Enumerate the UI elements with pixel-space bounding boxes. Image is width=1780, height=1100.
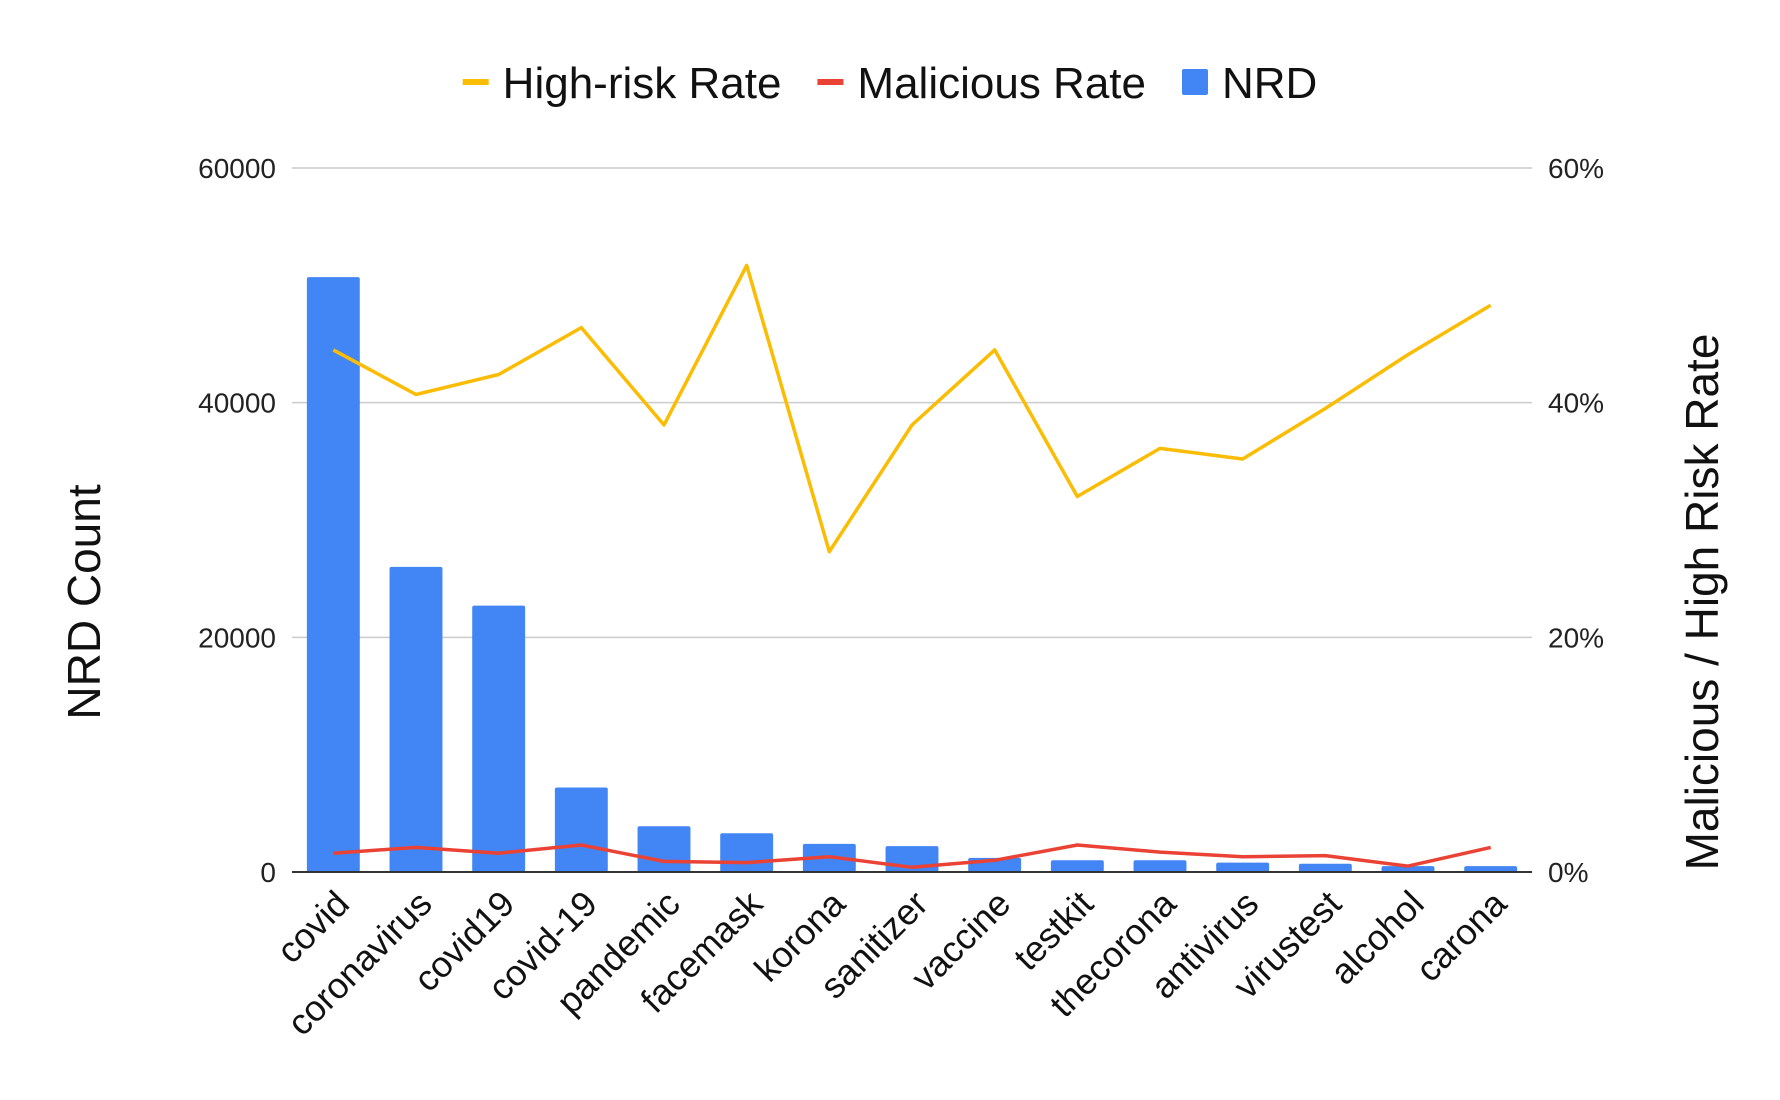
line-high-risk-rate [332,263,1492,554]
right-axis-title: Malicious / High Risk Rate [1676,334,1728,871]
right-axis-tick-label: 60% [1548,153,1604,184]
right-axis-tick-label: 20% [1548,622,1604,653]
bar-alcohol [1381,866,1435,872]
bar-antivirus [1216,862,1270,872]
right-axis-tick-label: 0% [1548,857,1588,888]
legend-label: High-risk Rate [503,59,782,108]
legend-item-malicious-rate: Malicious Rate [817,59,1146,108]
bar-facemask [720,833,774,872]
bar-coronavirus [389,566,443,872]
x-axis-category-label: alcohol [1322,883,1432,993]
legend-swatch [462,79,489,85]
bar-series-nrd [306,277,1518,872]
left-axis-tick-label: 0 [260,857,276,888]
legend-label: NRD [1222,59,1317,108]
legend-label: Malicious Rate [857,59,1146,108]
bar-pandemic [637,826,691,872]
legend: High-risk Rate Malicious Rate NRD [462,59,1317,108]
x-axis-category-label: carona [1407,882,1515,990]
left-axis-tick-label: 60000 [198,153,276,184]
bar-thecorona [1133,860,1187,872]
legend-item-high-risk-rate: High-risk Rate [462,59,782,108]
legend-item-nrd: NRD [1181,59,1317,108]
left-axis-tick-label: 40000 [198,388,276,419]
bar-covid-19 [554,787,608,872]
left-axis-tick-label: 20000 [198,622,276,653]
left-axis-title: NRD Count [58,484,110,719]
bar-covid [306,277,360,872]
gridlines [292,167,1532,639]
bar-testkit [1050,860,1104,872]
right-axis-tick-label: 40% [1548,388,1604,419]
line-series [332,263,1492,870]
bar-carona [1464,866,1518,872]
legend-swatch [1181,69,1208,95]
bar-virustest [1298,863,1352,872]
legend-swatch [817,79,844,85]
bar-covid19 [472,605,526,872]
